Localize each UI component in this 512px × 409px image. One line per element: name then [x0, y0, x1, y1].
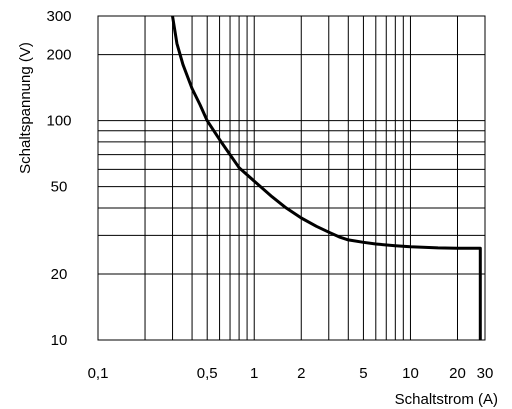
x-tick-label: 1: [250, 365, 258, 382]
x-tick-label: 0,5: [197, 365, 218, 382]
y-tick-label: 300: [46, 8, 71, 25]
y-tick-label: 50: [51, 179, 68, 196]
x-tick-label: 10: [402, 365, 419, 382]
y-tick-label: 200: [46, 47, 71, 64]
y-tick-label: 20: [51, 266, 68, 283]
x-tick-label: 0,1: [88, 365, 109, 382]
series-layer: [171, 15, 482, 340]
x-tick-label: 2: [297, 365, 305, 382]
y-tick-label: 100: [46, 113, 71, 130]
x-tick-labels: 0,1 0,5 1 2 5 10 20 30: [88, 365, 494, 382]
grid: [98, 15, 486, 340]
x-tick-label: 5: [359, 365, 367, 382]
series-line: [171, 15, 482, 340]
plot-frame: [97, 15, 486, 341]
y-axis-label: Schaltspannung (V): [17, 42, 34, 174]
y-tick-labels: 10 20 50 100 200 300: [46, 8, 71, 349]
x-axis-label: Schaltstrom (A): [395, 391, 498, 408]
x-tick-label: 20: [449, 365, 466, 382]
y-tick-label: 10: [51, 332, 68, 349]
x-tick-label: 30: [477, 365, 494, 382]
